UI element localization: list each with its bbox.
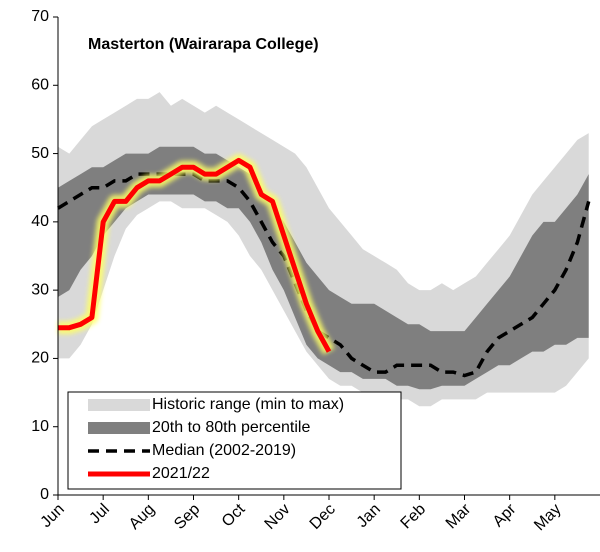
x-tick-label: Oct <box>219 500 249 530</box>
x-tick-label: Jan <box>354 501 384 531</box>
legend-swatch <box>88 422 150 434</box>
x-tick-label: Apr <box>490 500 520 530</box>
y-tick-label: 30 <box>31 281 49 298</box>
data-line <box>58 157 332 353</box>
x-tick-label: Nov <box>262 501 294 533</box>
x-tick-label: Jun <box>38 501 68 531</box>
x-tick-label: Dec <box>307 501 339 533</box>
plot-area <box>57 92 591 407</box>
y-tick-label: 70 <box>31 8 49 25</box>
x-tick-label: May <box>531 501 564 534</box>
legend-swatch <box>88 399 150 411</box>
y-tick-label: 10 <box>31 418 49 435</box>
y-tick-label: 0 <box>40 486 49 503</box>
legend-label: Median (2002-2019) <box>152 442 296 459</box>
y-tick-label: 20 <box>31 350 49 367</box>
chart-title: Masterton (Wairarapa College) <box>88 36 319 53</box>
x-tick-label: Sep <box>171 501 203 533</box>
y-tick-label: 60 <box>31 77 49 94</box>
legend: Historic range (min to max) 20th to 80th … <box>67 391 402 490</box>
legend-label: Historic range (min to max) <box>152 396 344 413</box>
y-tick-label: 50 <box>31 145 49 162</box>
x-tick-label: Mar <box>443 500 475 532</box>
legend-label: 20th to 80th percentile <box>152 419 310 436</box>
x-tick-label: Jul <box>86 501 112 527</box>
legend-label: 2021/22 <box>152 465 210 482</box>
x-tick-label: Aug <box>126 501 158 533</box>
x-tick-label: Feb <box>398 501 430 533</box>
y-tick-label: 40 <box>31 213 49 230</box>
